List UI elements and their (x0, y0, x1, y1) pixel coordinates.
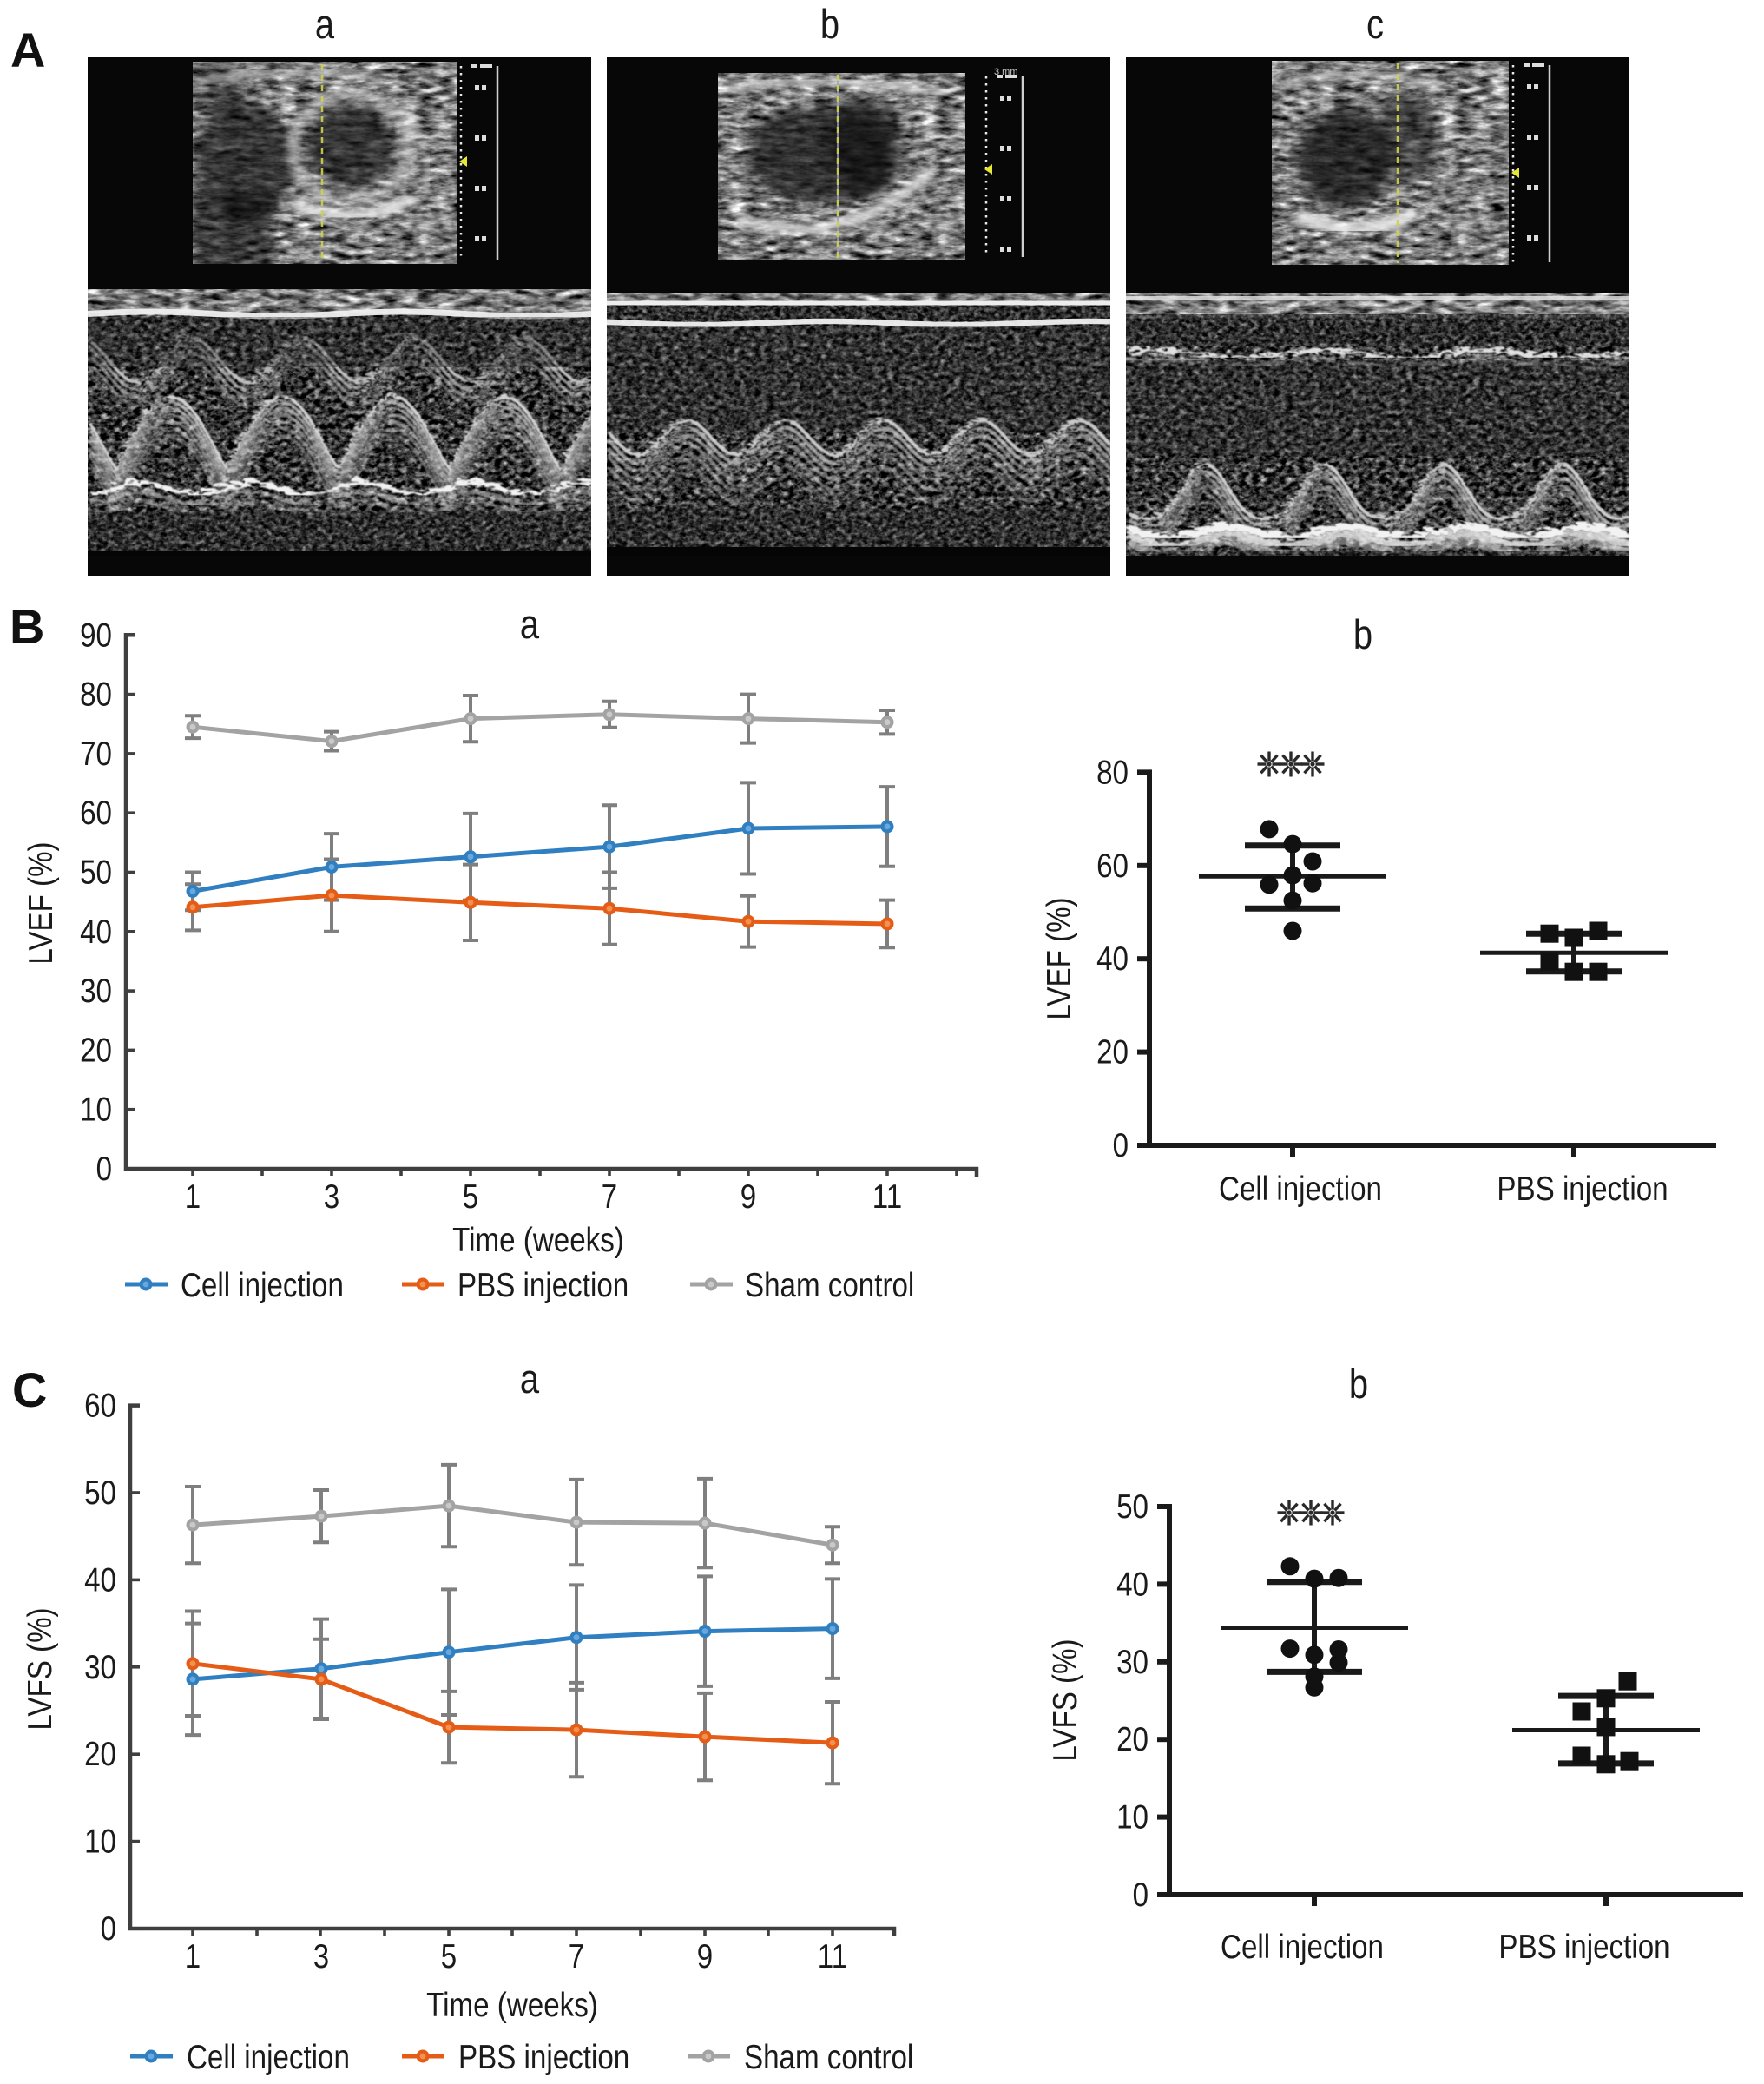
svg-text:0: 0 (101, 1910, 116, 1948)
svg-text:5: 5 (463, 1178, 478, 1216)
svg-text:LVEF (%): LVEF (%) (1041, 897, 1078, 1019)
svg-text:20: 20 (84, 1736, 116, 1773)
svg-text:30: 30 (84, 1649, 116, 1686)
svg-text:b: b (820, 1, 839, 47)
svg-text:PBS injection: PBS injection (1498, 1929, 1669, 1966)
svg-text:C: C (12, 1362, 47, 1417)
svg-text:1: 1 (185, 1938, 201, 1975)
svg-text:5: 5 (441, 1938, 457, 1975)
svg-text:20: 20 (80, 1032, 112, 1069)
svg-text:40: 40 (1116, 1566, 1149, 1603)
svg-text:c: c (1366, 1, 1384, 47)
svg-text:3 mm: 3 mm (994, 67, 1018, 77)
svg-text:LVFS (%): LVFS (%) (22, 1607, 59, 1730)
svg-text:7: 7 (602, 1178, 617, 1216)
svg-text:B: B (10, 599, 44, 654)
svg-text:0: 0 (1133, 1876, 1149, 1914)
svg-text:a: a (315, 1, 335, 47)
svg-text:30: 30 (1116, 1644, 1149, 1681)
svg-text:a: a (520, 601, 540, 647)
svg-text:Time (weeks): Time (weeks) (452, 1222, 624, 1259)
svg-text:Cell injection: Cell injection (1219, 1171, 1382, 1208)
svg-text:40: 40 (84, 1561, 116, 1599)
svg-text:0: 0 (96, 1151, 112, 1188)
svg-text:Cell injection: Cell injection (187, 2039, 350, 2076)
svg-text:Sham control: Sham control (745, 1267, 914, 1304)
svg-text:50: 50 (80, 854, 112, 892)
svg-text:9: 9 (697, 1938, 713, 1975)
svg-text:PBS injection: PBS injection (457, 1267, 629, 1304)
svg-text:11: 11 (818, 1938, 847, 1975)
svg-text:10: 10 (80, 1091, 112, 1129)
svg-text:3: 3 (324, 1178, 339, 1216)
svg-text:LVFS (%): LVFS (%) (1047, 1639, 1084, 1761)
svg-text:Time (weeks): Time (weeks) (426, 1987, 598, 2024)
svg-text:b: b (1353, 611, 1372, 657)
svg-text:7: 7 (569, 1938, 584, 1975)
svg-text:20: 20 (1096, 1034, 1129, 1072)
svg-text:10: 10 (1116, 1799, 1149, 1837)
svg-text:90: 90 (80, 617, 112, 654)
svg-text:Cell injection: Cell injection (181, 1267, 344, 1304)
svg-text:11: 11 (872, 1178, 902, 1216)
svg-text:b: b (1349, 1361, 1368, 1407)
svg-text:PBS injection: PBS injection (458, 2039, 629, 2076)
svg-text:20: 20 (1116, 1721, 1149, 1758)
svg-text:60: 60 (84, 1388, 116, 1425)
svg-text:0: 0 (1113, 1127, 1129, 1164)
svg-text:3: 3 (313, 1938, 329, 1975)
svg-text:80: 80 (1096, 754, 1129, 791)
svg-text:40: 40 (80, 913, 112, 951)
svg-text:50: 50 (1116, 1488, 1149, 1526)
svg-text:50: 50 (84, 1474, 116, 1512)
svg-text:Cell injection: Cell injection (1221, 1929, 1384, 1966)
svg-text:70: 70 (80, 735, 112, 773)
svg-text:10: 10 (84, 1824, 116, 1861)
svg-text:A: A (10, 23, 45, 77)
svg-text:80: 80 (80, 676, 112, 714)
svg-text:1: 1 (185, 1178, 201, 1216)
svg-text:Sham control: Sham control (744, 2039, 913, 2076)
svg-text:40: 40 (1096, 940, 1129, 978)
svg-text:9: 9 (740, 1178, 756, 1216)
svg-text:60: 60 (80, 795, 112, 832)
svg-text:60: 60 (1096, 847, 1129, 885)
svg-text:30: 30 (80, 973, 112, 1010)
svg-text:PBS injection: PBS injection (1497, 1171, 1668, 1208)
svg-text:LVEF (%): LVEF (%) (23, 841, 60, 964)
svg-text:a: a (520, 1355, 540, 1401)
